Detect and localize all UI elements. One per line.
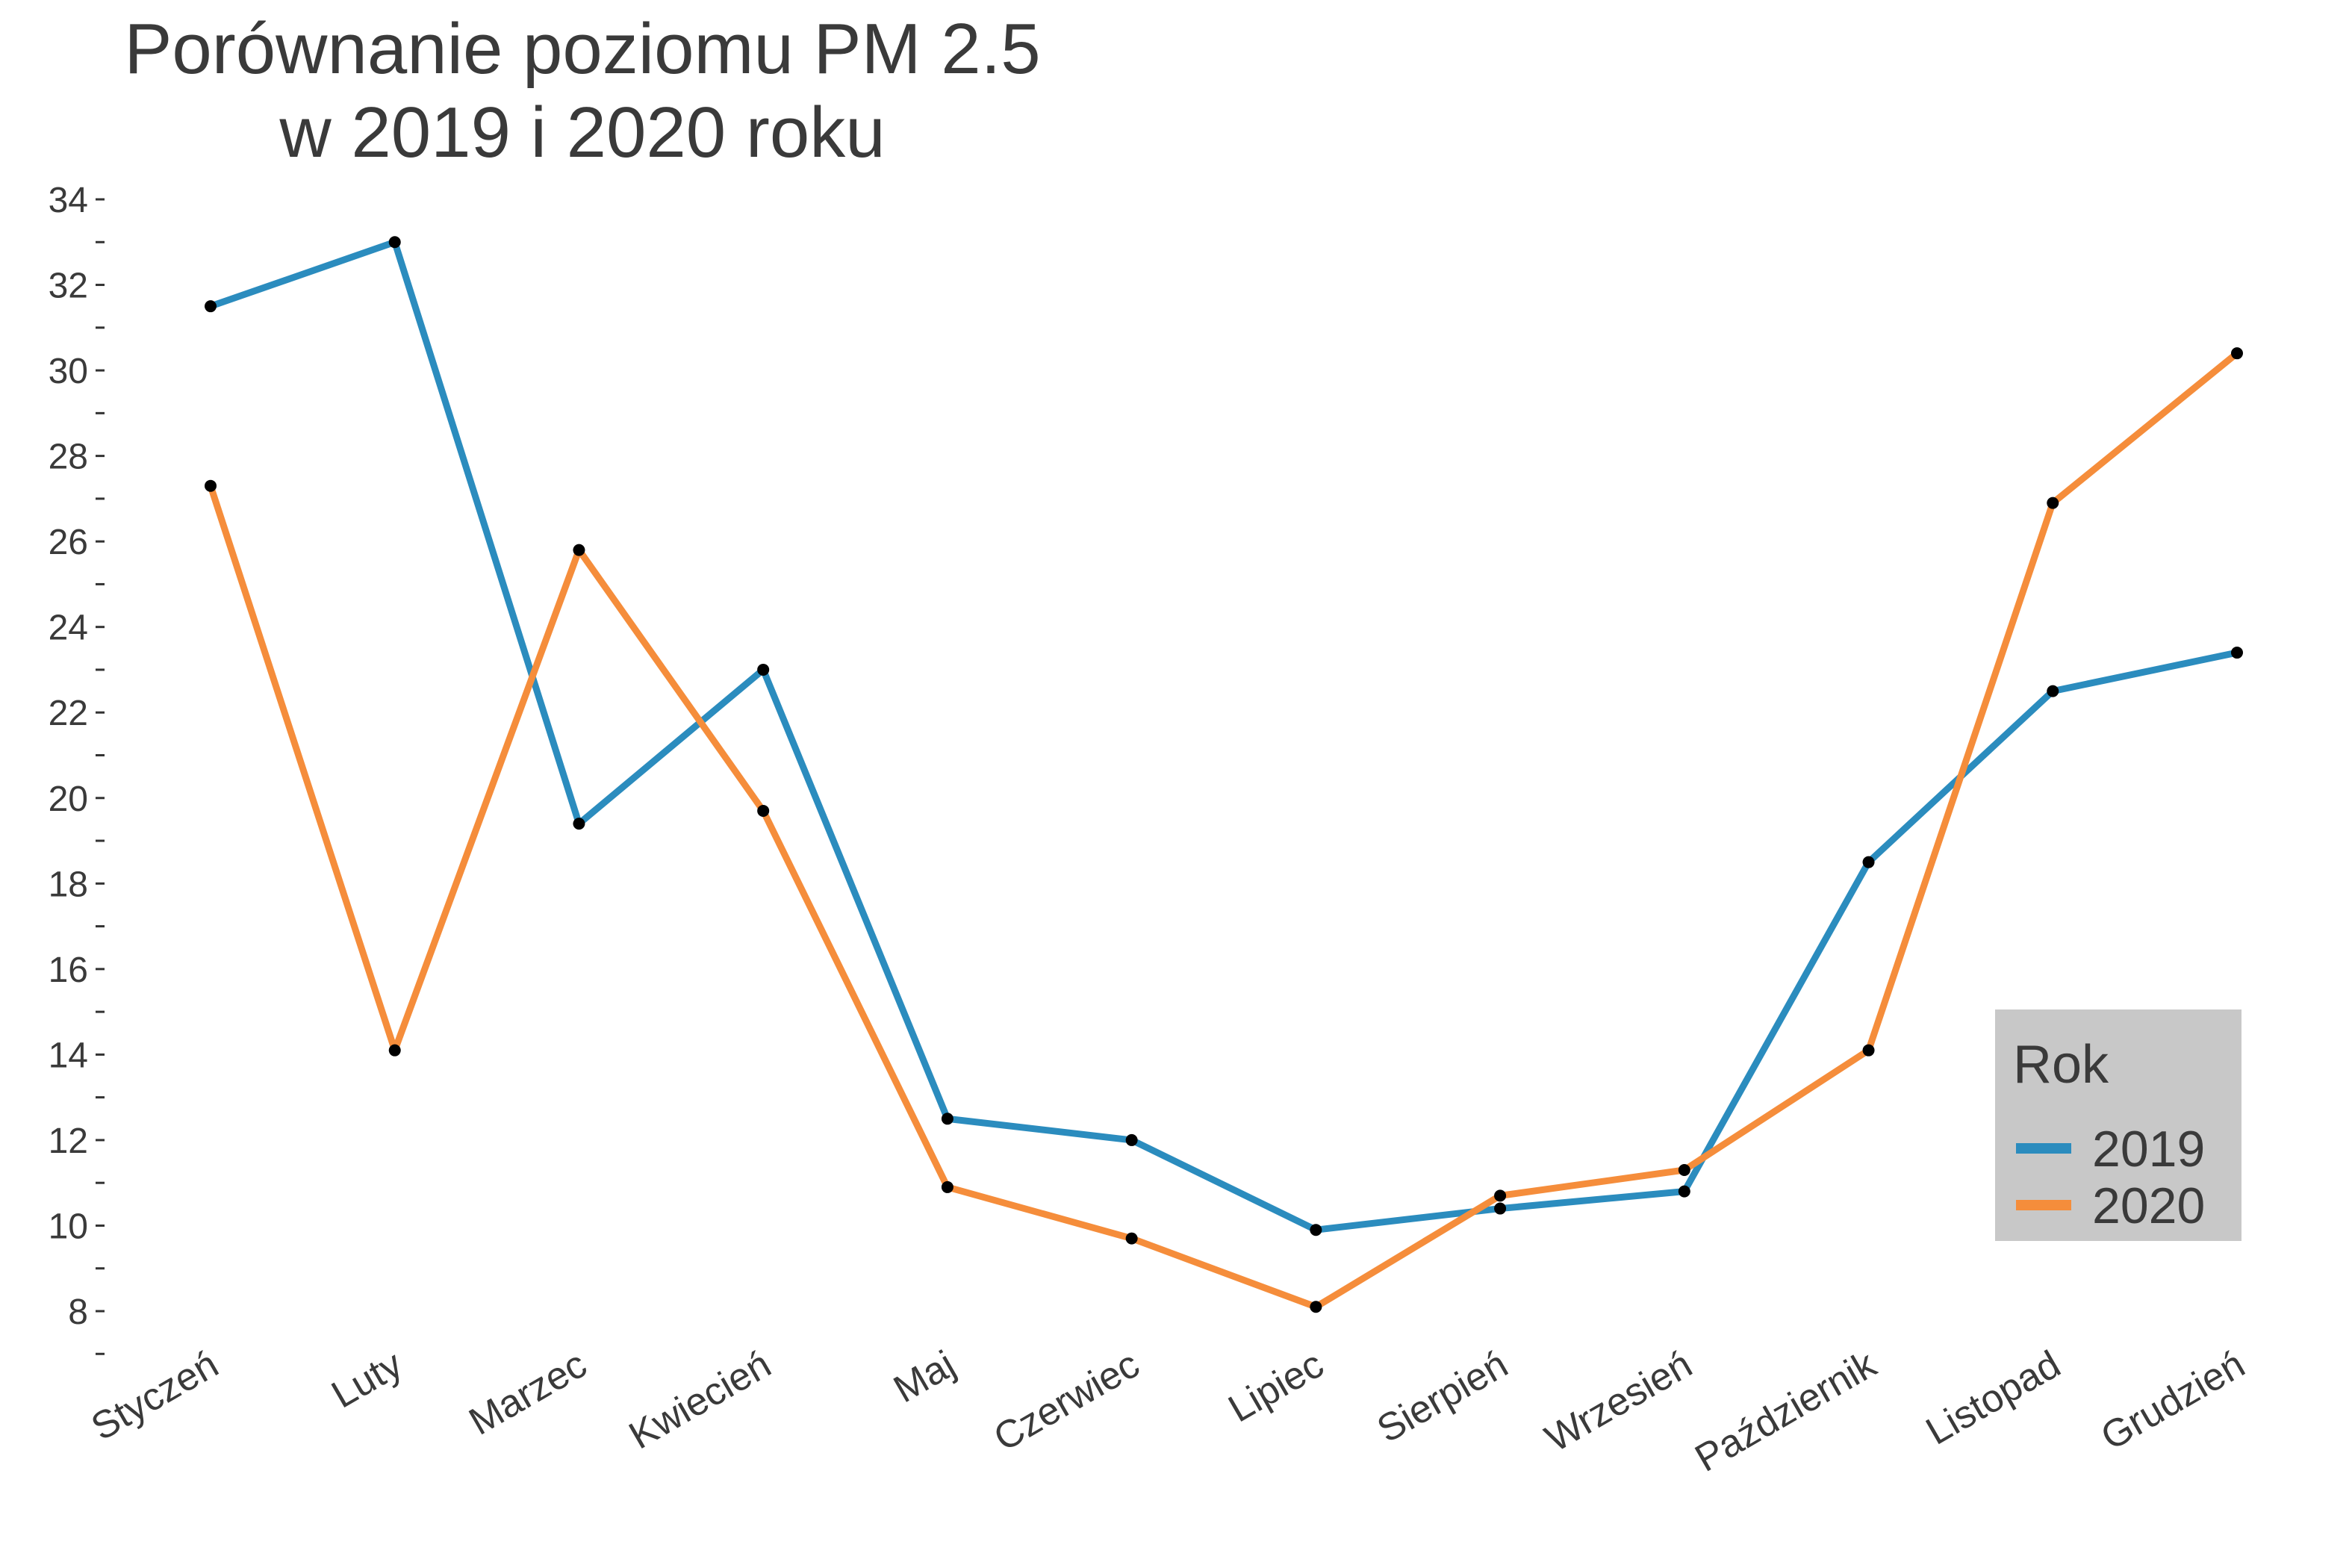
- data-point-2019: [2047, 685, 2059, 697]
- y-tick-label: 10: [49, 1207, 88, 1246]
- x-tick-label: Listopad: [1919, 1343, 2068, 1454]
- y-tick-label: 22: [49, 694, 88, 733]
- legend-label-2019: 2019: [2092, 1121, 2205, 1177]
- y-tick-label: 24: [49, 609, 88, 648]
- y-tick-label: 30: [49, 352, 88, 391]
- series-line-2020: [207, 349, 2241, 1310]
- y-tick-label: 26: [49, 523, 88, 562]
- y-tick-label: 34: [49, 181, 88, 220]
- data-point-2020: [1310, 1301, 1322, 1313]
- x-tick-label: Sierpień: [1370, 1343, 1515, 1452]
- data-point-2019: [1494, 1202, 1507, 1215]
- data-point-2020: [1862, 1044, 1875, 1057]
- x-tick-label: Luty: [325, 1343, 410, 1416]
- y-axis: 8 10 12 14 16 18 20 22 24 26 28 30 32 34: [49, 181, 105, 1355]
- x-tick-label: Styczeń: [84, 1343, 225, 1449]
- chart-title-line-1: Porównanie poziomu PM 2.5: [124, 9, 1040, 89]
- data-point-2019: [1310, 1224, 1322, 1236]
- x-tick-label: Grudzień: [2094, 1343, 2252, 1459]
- data-point-2020: [1678, 1164, 1690, 1177]
- legend-label-2020: 2020: [2092, 1177, 2205, 1234]
- data-point-2019: [573, 818, 585, 830]
- series-line-2019: [207, 238, 2241, 1233]
- data-point-2019: [2231, 647, 2243, 659]
- data-point-2020: [757, 804, 770, 817]
- data-point-2020: [2231, 347, 2243, 360]
- data-point-2020: [388, 1044, 401, 1057]
- legend-title: Rok: [2013, 1035, 2109, 1095]
- y-tick-label: 16: [49, 951, 88, 990]
- y-tick-label: 14: [49, 1036, 88, 1075]
- y-tick-label: 20: [49, 780, 88, 819]
- data-point-2019: [1862, 856, 1875, 868]
- x-tick-label: Maj: [886, 1343, 962, 1411]
- data-point-2019: [941, 1113, 953, 1125]
- x-tick-label: Kwiecień: [622, 1343, 778, 1457]
- y-tick-label: 12: [49, 1121, 88, 1161]
- x-tick-label: Październik: [1688, 1343, 1885, 1481]
- data-point-2019: [1125, 1133, 1138, 1146]
- x-tick-label: Lipiec: [1222, 1343, 1331, 1431]
- data-point-2019: [388, 236, 401, 249]
- x-axis: Styczeń Luty Marzec Kwiecień Maj Czerwiec Lipi…: [84, 1343, 2252, 1481]
- x-tick-label: Marzec: [462, 1343, 594, 1443]
- chart-title-line-2: w 2019 i 2020 roku: [279, 93, 885, 172]
- x-tick-label: Czerwiec: [986, 1343, 1146, 1460]
- y-tick-label: 28: [49, 438, 88, 477]
- data-point-2020: [941, 1180, 953, 1193]
- data-point-2020: [573, 544, 585, 556]
- x-tick-label: Wrzesień: [1538, 1343, 1699, 1460]
- data-point-2020: [1494, 1189, 1507, 1202]
- data-point-2019: [1678, 1185, 1690, 1198]
- series-points: [205, 236, 2243, 1313]
- y-tick-label: 8: [68, 1292, 88, 1332]
- y-tick-label: 32: [49, 267, 88, 306]
- data-point-2020: [2047, 497, 2059, 509]
- series-lines: [207, 238, 2241, 1310]
- y-tick-label: 18: [49, 865, 88, 904]
- data-point-2020: [1125, 1232, 1138, 1245]
- data-point-2019: [757, 663, 770, 676]
- data-point-2020: [205, 479, 217, 492]
- data-point-2019: [205, 300, 217, 313]
- chart-title: Porównanie poziomu PM 2.5 w 2019 i 2020 …: [124, 9, 1040, 172]
